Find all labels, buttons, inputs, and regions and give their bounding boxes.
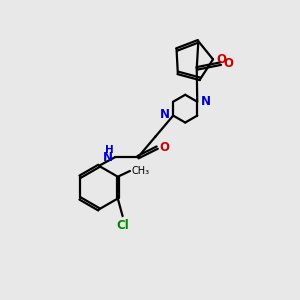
Text: O: O bbox=[223, 57, 233, 70]
Text: O: O bbox=[160, 141, 170, 154]
Text: H: H bbox=[105, 145, 113, 154]
Text: N: N bbox=[160, 109, 170, 122]
Text: N: N bbox=[200, 94, 210, 108]
Text: N: N bbox=[103, 151, 113, 164]
Text: Cl: Cl bbox=[116, 219, 129, 232]
Text: O: O bbox=[217, 53, 227, 66]
Text: CH₃: CH₃ bbox=[131, 166, 149, 176]
